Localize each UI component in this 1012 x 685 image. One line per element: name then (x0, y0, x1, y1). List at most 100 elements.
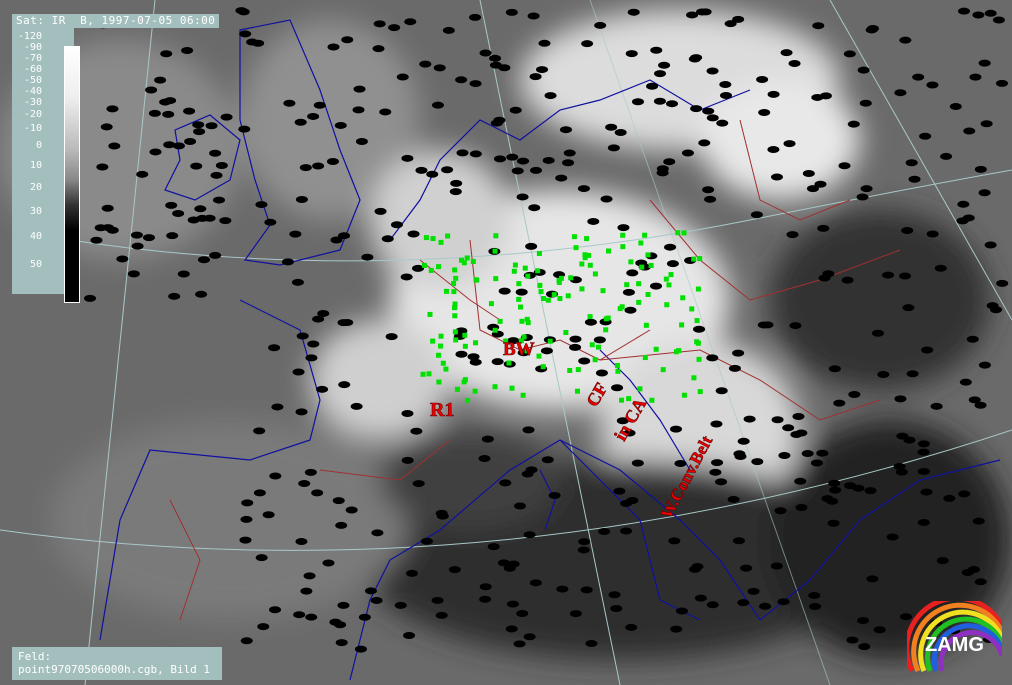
scale-tick: -70 (23, 53, 42, 64)
station-marker (527, 12, 540, 20)
station-marker (337, 601, 350, 609)
station-marker (355, 137, 368, 145)
station-marker (920, 488, 933, 496)
green-observation-marker (452, 304, 458, 310)
station-marker (455, 350, 468, 358)
station-marker (294, 118, 307, 126)
green-observation-marker (420, 371, 426, 377)
station-marker (515, 288, 528, 296)
green-observation-marker (663, 276, 669, 282)
station-marker (96, 163, 109, 171)
green-observation-marker (493, 276, 499, 282)
green-observation-marker (516, 281, 522, 287)
station-marker (843, 50, 856, 58)
station-marker (312, 162, 325, 170)
station-marker (617, 224, 630, 232)
green-observation-marker (451, 281, 457, 287)
station-marker (608, 591, 621, 599)
green-observation-marker (565, 293, 571, 299)
station-marker (995, 79, 1008, 87)
green-observation-marker (538, 289, 544, 295)
color-scale-panel: -120 -90 -70 -60 -50 -40 -30 -20 -10 0 10 20 30 40 50 (12, 16, 80, 303)
station-marker (456, 149, 469, 157)
station-marker (895, 468, 908, 476)
station-marker (505, 8, 518, 16)
station-marker (569, 343, 582, 351)
station-marker (620, 527, 633, 535)
green-observation-marker (459, 257, 465, 263)
green-observation-marker (660, 367, 666, 373)
station-marker (299, 164, 312, 172)
station-marker (611, 384, 624, 392)
station-marker (906, 370, 919, 378)
green-observation-marker (547, 338, 553, 344)
station-marker (828, 479, 841, 487)
station-marker (269, 606, 282, 614)
station-marker (858, 643, 871, 651)
station-marker (481, 435, 494, 443)
station-marker (901, 226, 914, 234)
station-marker (514, 502, 527, 510)
green-observation-marker (592, 271, 598, 277)
green-observation-marker (452, 313, 458, 319)
station-marker (385, 333, 398, 341)
green-observation-marker (438, 343, 444, 349)
station-marker (239, 30, 252, 38)
station-marker (203, 214, 216, 222)
station-marker (841, 276, 854, 284)
station-marker (930, 402, 943, 410)
station-marker (921, 346, 934, 354)
station-marker (509, 106, 522, 114)
green-observation-marker (592, 357, 598, 363)
station-marker (958, 490, 971, 498)
green-observation-marker (519, 318, 525, 324)
station-marker (917, 518, 930, 526)
station-marker (337, 319, 350, 327)
station-marker (871, 329, 884, 337)
green-observation-marker (624, 282, 630, 288)
station-marker (209, 251, 222, 259)
station-marker (358, 613, 371, 621)
station-marker (239, 536, 252, 544)
station-marker (84, 294, 97, 302)
station-marker (758, 109, 771, 117)
station-marker (540, 347, 553, 355)
station-marker (625, 623, 638, 631)
station-marker (802, 170, 815, 178)
station-marker (969, 73, 982, 81)
station-marker (106, 105, 119, 113)
station-marker (816, 449, 829, 457)
station-marker (626, 497, 639, 505)
station-marker (478, 455, 491, 463)
label-bw: BW (503, 339, 535, 360)
green-observation-marker (506, 360, 512, 366)
station-marker (338, 381, 351, 389)
station-marker (219, 217, 232, 225)
green-observation-marker (636, 281, 642, 287)
station-marker (740, 564, 753, 572)
station-marker (352, 106, 365, 114)
station-marker (292, 368, 305, 376)
station-marker (469, 13, 482, 21)
station-marker (728, 364, 741, 372)
station-marker (625, 50, 638, 58)
station-marker (666, 260, 679, 268)
green-observation-marker (556, 278, 562, 284)
green-observation-marker (582, 255, 588, 261)
station-marker (838, 162, 851, 170)
station-marker (899, 272, 912, 280)
scale-tick: -90 (23, 42, 42, 53)
station-marker (783, 140, 796, 148)
green-observation-marker (430, 236, 436, 242)
green-observation-marker (694, 318, 700, 324)
scale-tick: 20 (29, 182, 42, 193)
station-marker (917, 467, 930, 475)
station-marker (350, 402, 363, 410)
station-marker (569, 610, 582, 618)
station-marker (706, 354, 719, 362)
station-marker (530, 166, 543, 174)
green-observation-marker (574, 388, 580, 394)
green-observation-marker (664, 302, 670, 308)
station-marker (598, 528, 611, 536)
green-observation-marker (695, 286, 701, 292)
